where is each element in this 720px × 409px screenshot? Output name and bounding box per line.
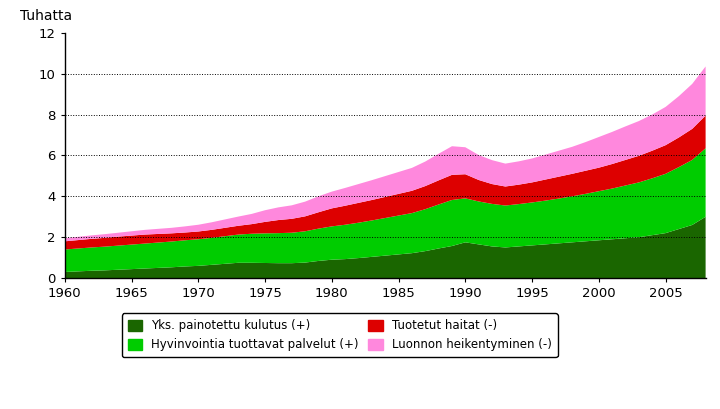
Text: Tuhatta: Tuhatta — [20, 9, 72, 23]
Legend: Yks. painotettu kulutus (+), Hyvinvointia tuottavat palvelut (+), Tuotetut haita: Yks. painotettu kulutus (+), Hyvinvointi… — [122, 313, 558, 357]
